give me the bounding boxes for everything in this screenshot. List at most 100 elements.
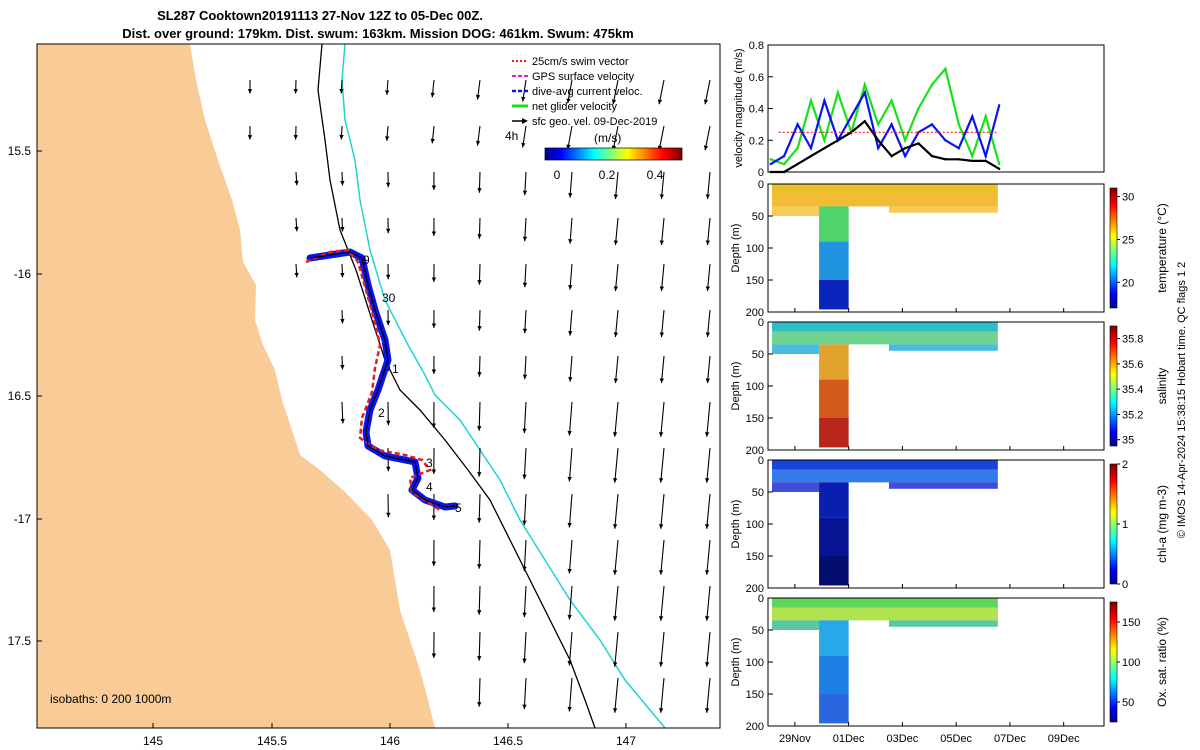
velocity-arrow (614, 171, 619, 200)
velocity-point (836, 139, 840, 142)
velocity-point (890, 154, 893, 158)
colorbar-label: salinity (1155, 368, 1169, 405)
colorbar-label: Ox. sat. ratio (%) (1155, 617, 1169, 707)
velocity-arrowhead (340, 180, 345, 186)
velocity-arrowhead (704, 432, 710, 437)
velocity-arrowhead (567, 706, 572, 712)
velocity-arrowhead (658, 708, 664, 713)
legend-dive-avg: dive-avg current veloc. (532, 86, 643, 98)
velocity-arrowhead (431, 185, 437, 191)
velocity-arrow (614, 631, 619, 667)
velocity-arrow (568, 631, 573, 666)
velocity-point (782, 162, 786, 166)
velocity-arrowhead (431, 653, 437, 659)
colorbar-unit: (m/s) (594, 131, 621, 145)
velocity-arrow (523, 401, 527, 434)
velocity-ytick-label: 0.6 (749, 72, 764, 84)
velocity-arrowhead (522, 658, 527, 664)
velocity-arrowhead (568, 331, 573, 336)
velocity-arrowhead (568, 239, 573, 244)
velocity-arrow (523, 631, 527, 664)
depth-tick-label: 0 (758, 179, 764, 191)
velocity-point (809, 99, 813, 102)
depth-tick-label: 50 (752, 487, 764, 499)
velocity-arrowhead (477, 702, 482, 707)
velocity-arrowhead (477, 656, 482, 661)
heatmap-surface-layer (772, 460, 998, 470)
velocity-arrowhead (386, 274, 391, 280)
heatmap-mixed-layer (772, 331, 998, 345)
velocity-arrowhead (568, 193, 573, 198)
velocity-point (997, 162, 1001, 166)
velocity-arrow (660, 447, 665, 483)
depth-tick-label: 0 (758, 317, 764, 329)
depth-tick-label: 100 (746, 519, 764, 531)
velocity-arrow (568, 447, 573, 482)
track-label-1: 1 (392, 362, 399, 376)
heatmap-panel: 0 50 100 150 200 Depth (m) 0 1 2 chl-a (mg m-3) (730, 455, 1169, 595)
velocity-series-line (770, 66, 1001, 166)
velocity-arrowhead (430, 138, 435, 144)
velocity-arrowhead (658, 662, 664, 667)
heatmap-mixed-layer (772, 193, 998, 207)
velocity-arrowhead (658, 524, 664, 529)
legend-swim-vector: 25cm/s swim vector (532, 56, 629, 68)
velocity-point (917, 107, 920, 110)
velocity-point (903, 146, 907, 150)
velocity-point (984, 115, 987, 118)
velocity-arrowhead (704, 570, 710, 575)
velocity-arrowhead (339, 88, 344, 94)
heatmap-ylabel: Depth (m) (730, 362, 742, 411)
depth-tick-label: 150 (746, 551, 764, 563)
velocity-point (836, 91, 840, 94)
heatmap-shelf-layer (772, 344, 820, 354)
velocity-arrowhead (522, 612, 527, 618)
date-tick-label: 09Dec (1048, 733, 1080, 745)
velocity-arrowhead (340, 272, 345, 278)
velocity-arrowhead (431, 231, 437, 237)
velocity-ytick-label: 0.2 (749, 135, 764, 147)
heatmap-shelf-layer (772, 620, 820, 630)
velocity-point (796, 123, 799, 126)
date-tick-label: 05Dec (940, 733, 972, 745)
velocity-arrowhead (612, 616, 618, 621)
velocity-arrowhead (247, 89, 253, 94)
glider-track-center (309, 251, 456, 508)
velocity-arrowhead (658, 432, 664, 437)
depth-tick-label: 200 (746, 307, 764, 319)
velocity-arrowhead (567, 568, 572, 574)
velocity-arrow (478, 447, 481, 477)
colorbar-tick-label: 1 (1122, 519, 1128, 531)
velocity-arrowhead (612, 478, 618, 483)
velocity-arrowhead (705, 286, 711, 292)
velocity-arrowhead (386, 320, 391, 326)
velocity-arrow (478, 539, 481, 569)
velocity-arrowhead (477, 472, 482, 477)
velocity-arrowhead (612, 432, 618, 437)
velocity-arrowhead (705, 240, 711, 246)
velocity-arrow (478, 401, 481, 431)
velocity-arrow (478, 631, 481, 661)
isobath-200m (317, 44, 596, 728)
velocity-point (782, 154, 786, 158)
velocity-arrowhead (659, 240, 665, 246)
velocity-arrow (568, 539, 573, 574)
velocity-arrow (478, 677, 481, 707)
velocity-arrow (614, 217, 619, 246)
velocity-arrowhead (612, 524, 618, 529)
depth-tick-label: 50 (752, 625, 764, 637)
depth-tick-label: 100 (746, 657, 764, 669)
velocity-arrow (660, 171, 665, 200)
velocity-arrowhead (657, 99, 663, 105)
velocity-point (809, 154, 813, 158)
velocity-arrow (706, 401, 711, 437)
velocity-arrowhead (431, 323, 437, 329)
depth-tick-label: 100 (746, 243, 764, 255)
velocity-arrowhead (568, 377, 573, 382)
velocity-ytick-label: 0 (758, 167, 764, 179)
heatmap-shelf-layer (772, 206, 820, 216)
track-label-5: 5 (455, 501, 462, 515)
velocity-arrowhead (613, 332, 619, 338)
velocity-arrowhead (612, 708, 618, 713)
velocity-arrowhead (386, 182, 391, 188)
